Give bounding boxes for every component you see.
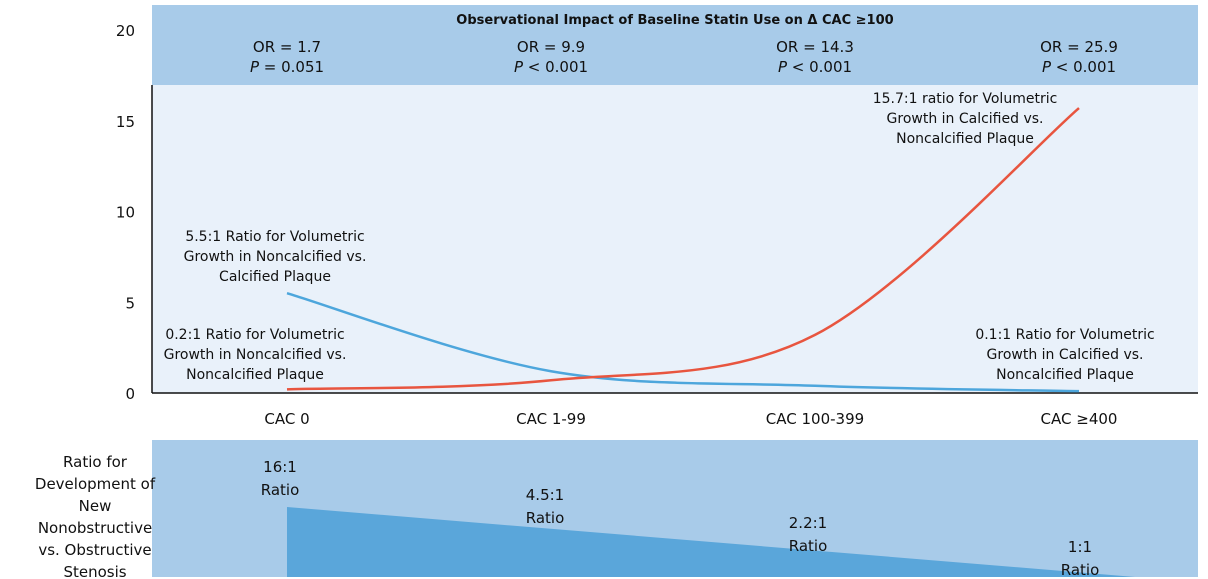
bottom-axis-label: New (79, 497, 112, 515)
ratio-value: 4.5:1 (526, 486, 564, 504)
plot-background (152, 85, 1198, 393)
p-symbol: P (514, 58, 524, 76)
y-tick-label: 20 (116, 22, 135, 40)
ratio-word: Ratio (526, 509, 565, 527)
bottom-axis-label: Stenosis (63, 563, 126, 579)
ratio-word: Ratio (1061, 561, 1100, 579)
annotation: Growth in Noncalcified vs. (164, 347, 347, 363)
p-text: < 0.001 (1051, 58, 1116, 76)
x-tick-label: CAC 0 (264, 410, 309, 428)
ratio-value: 16:1 (263, 458, 297, 476)
x-tick-label: CAC 100-399 (766, 410, 864, 428)
banner (152, 5, 1198, 85)
banner-title: Observational Impact of Baseline Statin … (456, 13, 893, 28)
odds-ratio: OR = 25.9 (1040, 38, 1118, 56)
annotation: 0.2:1 Ratio for Volumetric (165, 327, 344, 343)
p-text: = 0.051 (259, 58, 324, 76)
bottom-axis-label: Ratio for (63, 453, 128, 471)
y-tick-label: 15 (116, 113, 135, 131)
series-line (286, 107, 1080, 391)
annotation: Growth in Calcified vs. (987, 347, 1144, 363)
bottom-axis-label: Nonobstructive (38, 519, 152, 537)
series-line (286, 291, 1080, 393)
p-value: P < 0.001 (514, 58, 588, 76)
annotation: 0.1:1 Ratio for Volumetric (975, 327, 1154, 343)
annotation: Noncalcified Plaque (896, 131, 1034, 147)
annotation: Noncalcified Plaque (186, 367, 324, 383)
y-tick-label: 0 (125, 385, 135, 403)
p-value: P < 0.001 (1042, 58, 1116, 76)
ratio-word: Ratio (789, 537, 828, 555)
annotation: 15.7:1 ratio for Volumetric (873, 91, 1058, 107)
ratio-word: Ratio (261, 481, 300, 499)
p-text: < 0.001 (787, 58, 852, 76)
odds-ratio: OR = 1.7 (253, 38, 321, 56)
bottom-axis-label: Development of (35, 475, 156, 493)
bottom-axis-label: vs. Obstructive (38, 541, 151, 559)
annotation: Growth in Calcified vs. (887, 111, 1044, 127)
p-value: P < 0.001 (778, 58, 852, 76)
x-tick-label: CAC 1-99 (516, 410, 586, 428)
odds-ratio: OR = 14.3 (776, 38, 854, 56)
annotation: Growth in Noncalcified vs. (184, 249, 367, 265)
p-value: P = 0.051 (250, 58, 324, 76)
annotation: Calcified Plaque (219, 269, 331, 285)
p-text: < 0.001 (523, 58, 588, 76)
x-tick-label: CAC ≥400 (1041, 410, 1118, 428)
odds-ratio: OR = 9.9 (517, 38, 585, 56)
y-tick-label: 5 (125, 294, 135, 312)
ratio-wedge (287, 507, 1135, 577)
p-symbol: P (1042, 58, 1052, 76)
ratio-value: 2.2:1 (789, 514, 827, 532)
ratio-value: 1:1 (1068, 538, 1092, 556)
p-symbol: P (778, 58, 788, 76)
y-tick-label: 10 (116, 204, 135, 222)
annotation: Noncalcified Plaque (996, 367, 1134, 383)
annotation: 5.5:1 Ratio for Volumetric (185, 229, 364, 245)
p-symbol: P (250, 58, 260, 76)
